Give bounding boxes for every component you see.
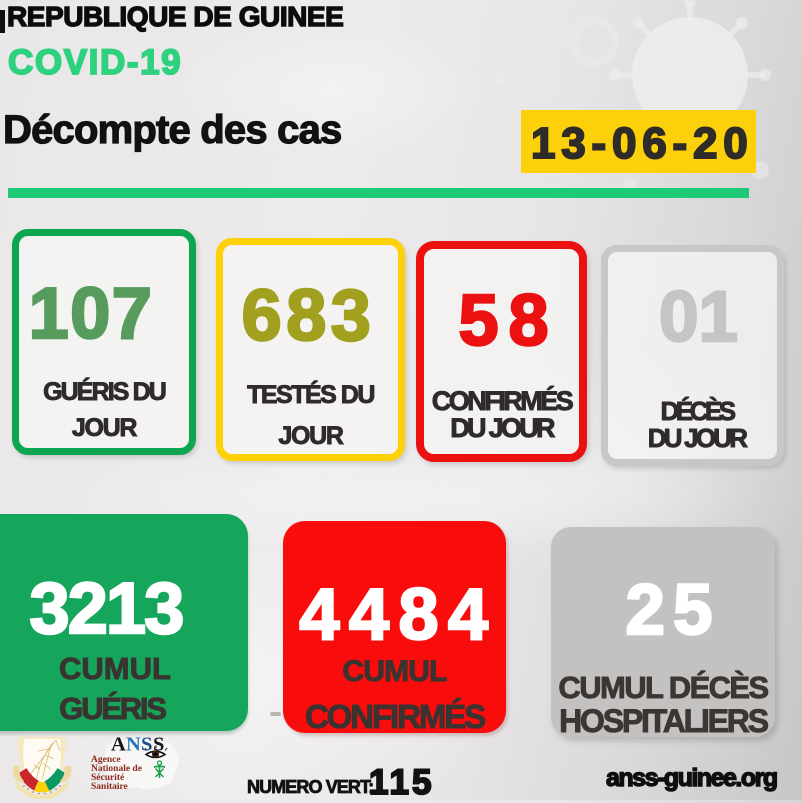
svg-text:S: S [141,734,152,756]
svg-text:S: S [153,734,164,756]
svg-text:A: A [111,734,126,756]
svg-text:N: N [126,734,141,756]
